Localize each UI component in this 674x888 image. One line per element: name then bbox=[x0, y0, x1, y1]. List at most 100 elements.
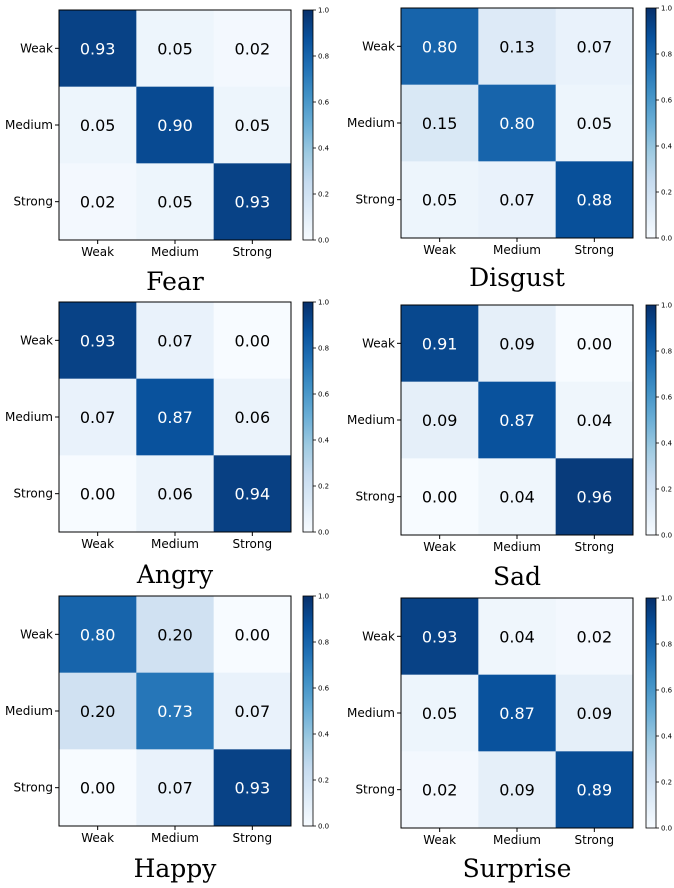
colorbar-tick-label: 0.4 bbox=[318, 731, 330, 739]
chart-title: Surprise bbox=[463, 854, 572, 883]
cell-value-label: 0.73 bbox=[157, 702, 193, 721]
colorbar bbox=[302, 301, 314, 533]
colorbar-tick-label: 0.0 bbox=[661, 825, 672, 833]
cell-value-label: 0.07 bbox=[235, 702, 271, 721]
heatmap-cell bbox=[401, 8, 479, 86]
x-tick-label: Medium bbox=[493, 833, 541, 847]
colorbar-tick-label: 0.0 bbox=[318, 237, 329, 245]
heatmap-cell bbox=[478, 598, 557, 676]
heatmap-cell bbox=[136, 596, 215, 674]
y-tick-label: Strong bbox=[355, 490, 395, 504]
colorbar-tick-label: 0.2 bbox=[318, 191, 329, 199]
colorbar-tick-label: 0.4 bbox=[661, 440, 673, 448]
colorbar-tick-label: 1.0 bbox=[318, 593, 329, 601]
colorbar-tick-label: 1.0 bbox=[661, 595, 672, 603]
x-tick-label: Weak bbox=[81, 245, 114, 259]
x-tick-label: Medium bbox=[151, 537, 199, 551]
cell-value-label: 0.00 bbox=[235, 625, 271, 644]
cell-value-label: 0.07 bbox=[157, 331, 193, 350]
cell-value-label: 0.06 bbox=[235, 408, 271, 427]
cell-value-label: 0.05 bbox=[157, 39, 193, 58]
heatmap-cell bbox=[213, 672, 292, 750]
cell-value-label: 0.93 bbox=[422, 627, 458, 646]
cell-value-label: 0.00 bbox=[422, 488, 458, 507]
colorbar-tick-label: 0.6 bbox=[661, 687, 673, 695]
cell-value-label: 0.07 bbox=[157, 779, 193, 798]
x-tick-label: Strong bbox=[575, 243, 615, 257]
heatmap-cell bbox=[213, 86, 292, 164]
heatmap-cell bbox=[401, 305, 479, 383]
colorbar bbox=[645, 304, 657, 536]
heatmap-cell bbox=[213, 10, 292, 88]
colorbar-tick-label: 0.4 bbox=[318, 437, 330, 445]
cell-value-label: 0.00 bbox=[80, 485, 116, 504]
heatmap-cell bbox=[59, 302, 137, 380]
heatmap-cell bbox=[136, 378, 215, 456]
y-tick-label: Strong bbox=[13, 487, 53, 501]
cell-value-label: 0.04 bbox=[499, 627, 535, 646]
heatmap-cell bbox=[59, 596, 137, 674]
x-tick-label: Weak bbox=[81, 831, 114, 845]
y-tick-label: Medium bbox=[5, 118, 53, 132]
cell-value-label: 0.89 bbox=[577, 781, 613, 800]
colorbar-tick-label: 0.2 bbox=[661, 486, 672, 494]
heatmap-cell bbox=[401, 598, 479, 676]
colorbar-tick-label: 0.8 bbox=[318, 53, 329, 61]
colorbar-tick-label: 0.4 bbox=[661, 733, 673, 741]
cell-value-label: 0.07 bbox=[80, 408, 116, 427]
colorbar bbox=[302, 595, 314, 827]
heatmap-cell bbox=[478, 305, 557, 383]
x-tick-label: Strong bbox=[575, 833, 615, 847]
x-tick-label: Medium bbox=[493, 540, 541, 554]
x-tick-label: Weak bbox=[423, 243, 456, 257]
heatmap-cell bbox=[555, 598, 634, 676]
cell-value-label: 0.90 bbox=[157, 116, 193, 135]
y-tick-label: Weak bbox=[20, 333, 53, 347]
colorbar-tick-label: 1.0 bbox=[318, 7, 329, 15]
colorbar-tick-label: 0.6 bbox=[318, 391, 330, 399]
cell-value-label: 0.05 bbox=[157, 193, 193, 212]
cell-value-label: 0.06 bbox=[157, 485, 193, 504]
colorbar-tick-label: 0.2 bbox=[318, 483, 329, 491]
heatmap-cell bbox=[136, 672, 215, 750]
cell-value-label: 0.80 bbox=[80, 625, 116, 644]
heatmap-cell bbox=[401, 458, 479, 536]
cell-value-label: 0.05 bbox=[422, 704, 458, 723]
heatmap-cell bbox=[213, 378, 292, 456]
colorbar-tick-label: 0.6 bbox=[318, 685, 330, 693]
heatmap-panel-surprise: 0.93 0.04 0.02 0.05 0.87 0.09 0.02 0.09 0.89 Weak… bbox=[347, 595, 673, 884]
colorbar-tick-label: 0.8 bbox=[661, 348, 672, 356]
heatmap-cell bbox=[136, 302, 215, 380]
heatmap-cell bbox=[478, 84, 557, 162]
heatmap-cell bbox=[401, 161, 479, 239]
heatmap-cell bbox=[136, 86, 215, 164]
colorbar bbox=[645, 597, 657, 829]
colorbar-tick-label: 1.0 bbox=[661, 302, 672, 310]
heatmap-cell bbox=[478, 458, 557, 536]
y-tick-label: Weak bbox=[20, 41, 53, 55]
chart-title: Fear bbox=[146, 267, 204, 296]
heatmap-cell bbox=[213, 163, 292, 241]
colorbar bbox=[645, 7, 657, 239]
y-tick-label: Weak bbox=[362, 629, 395, 643]
cell-value-label: 0.20 bbox=[157, 625, 193, 644]
x-tick-label: Strong bbox=[233, 245, 273, 259]
heatmap-cell bbox=[478, 161, 557, 239]
heatmap-cell bbox=[478, 8, 557, 86]
heatmap-cell bbox=[213, 302, 292, 380]
heatmap-cell bbox=[478, 674, 557, 752]
heatmap-cell bbox=[59, 749, 137, 827]
colorbar-tick-label: 0.2 bbox=[661, 779, 672, 787]
colorbar-tick-label: 0.8 bbox=[661, 51, 672, 59]
x-tick-label: Weak bbox=[423, 833, 456, 847]
cell-value-label: 0.13 bbox=[499, 37, 535, 56]
colorbar-tick-label: 0.2 bbox=[318, 777, 329, 785]
heatmap-cell bbox=[555, 8, 634, 86]
heatmap-cell bbox=[213, 749, 292, 827]
y-tick-label: Medium bbox=[347, 413, 395, 427]
x-tick-label: Medium bbox=[493, 243, 541, 257]
x-tick-label: Weak bbox=[81, 537, 114, 551]
colorbar-tick-label: 0.4 bbox=[318, 145, 330, 153]
y-tick-label: Strong bbox=[13, 781, 53, 795]
